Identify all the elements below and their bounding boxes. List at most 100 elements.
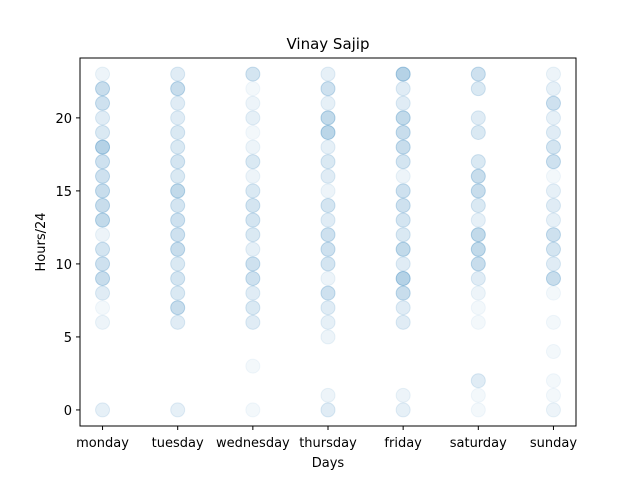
data-point-wednesday-14 [245,197,261,213]
data-point-friday-15 [395,183,411,199]
chart-title: Vinay Sajip [286,35,369,53]
y-tick-label-0: 0 [64,404,72,419]
data-point-tuesday-6 [170,314,186,330]
data-point-wednesday-10 [245,256,261,272]
data-point-friday-14 [395,197,411,213]
data-point-saturday-12 [470,227,486,243]
data-point-wednesday-8 [245,285,261,301]
data-point-wednesday-18 [245,139,261,155]
data-point-monday-10 [95,256,111,272]
data-point-wednesday-23 [245,66,261,82]
data-point-wednesday-3 [245,358,261,374]
data-point-tuesday-16 [170,168,186,184]
data-point-saturday-14 [470,197,486,213]
data-point-sunday-0 [545,402,561,418]
data-point-thursday-14 [320,197,336,213]
data-point-friday-21 [395,95,411,111]
data-point-saturday-15 [470,183,486,199]
data-point-thursday-10 [320,256,336,272]
data-point-monday-21 [95,95,111,111]
data-point-thursday-6 [320,314,336,330]
data-point-wednesday-20 [245,110,261,126]
data-point-saturday-8 [470,285,486,301]
data-point-thursday-0 [320,402,336,418]
data-point-tuesday-19 [170,124,186,140]
data-point-friday-7 [395,300,411,316]
data-point-sunday-6 [545,314,561,330]
data-point-saturday-2 [470,373,486,389]
data-point-tuesday-17 [170,154,186,170]
data-point-saturday-17 [470,154,486,170]
y-tick-label-15: 15 [55,185,72,200]
data-point-monday-14 [95,197,111,213]
data-point-saturday-7 [470,300,486,316]
data-point-wednesday-17 [245,154,261,170]
data-point-saturday-19 [470,124,486,140]
x-tick-label-saturday: saturday [450,436,507,451]
data-point-monday-8 [95,285,111,301]
data-point-sunday-8 [545,285,561,301]
data-point-sunday-10 [545,256,561,272]
data-point-sunday-11 [545,241,561,257]
data-point-tuesday-22 [170,81,186,97]
data-point-sunday-4 [545,344,561,360]
data-point-thursday-20 [320,110,336,126]
x-tick-label-friday: friday [384,436,422,451]
data-point-friday-9 [395,271,411,287]
data-point-saturday-6 [470,314,486,330]
data-point-sunday-22 [545,81,561,97]
data-point-sunday-2 [545,373,561,389]
data-point-friday-19 [395,124,411,140]
data-point-thursday-11 [320,241,336,257]
data-point-sunday-18 [545,139,561,155]
x-axis: monday tuesday wednesday thursday friday satu… [76,426,577,451]
data-point-saturday-23 [470,66,486,82]
data-point-friday-17 [395,154,411,170]
data-point-monday-19 [95,124,111,140]
data-point-tuesday-11 [170,241,186,257]
data-point-tuesday-14 [170,197,186,213]
data-point-saturday-16 [470,168,486,184]
data-point-sunday-14 [545,197,561,213]
data-point-saturday-10 [470,256,486,272]
data-point-wednesday-13 [245,212,261,228]
data-point-thursday-17 [320,154,336,170]
data-point-wednesday-21 [245,95,261,111]
data-point-thursday-19 [320,124,336,140]
data-point-wednesday-16 [245,168,261,184]
data-point-tuesday-15 [170,183,186,199]
data-point-friday-13 [395,212,411,228]
data-point-thursday-22 [320,81,336,97]
y-axis-label: Hours/24 [34,212,49,271]
data-point-monday-22 [95,81,111,97]
data-point-tuesday-21 [170,95,186,111]
data-point-saturday-13 [470,212,486,228]
data-point-sunday-12 [545,227,561,243]
data-point-saturday-9 [470,271,486,287]
data-point-wednesday-19 [245,124,261,140]
x-tick-label-monday: monday [76,436,129,451]
data-point-friday-18 [395,139,411,155]
points-layer [95,66,561,418]
data-point-saturday-20 [470,110,486,126]
data-point-monday-7 [95,300,111,316]
data-point-sunday-19 [545,124,561,140]
data-point-monday-16 [95,168,111,184]
data-point-tuesday-18 [170,139,186,155]
data-point-friday-16 [395,168,411,184]
data-point-tuesday-23 [170,66,186,82]
data-point-monday-23 [95,66,111,82]
data-point-sunday-17 [545,154,561,170]
data-point-monday-11 [95,241,111,257]
data-point-thursday-1 [320,387,336,403]
data-point-monday-17 [95,154,111,170]
data-point-wednesday-9 [245,271,261,287]
x-tick-label-thursday: thursday [299,436,357,451]
y-tick-label-20: 20 [55,112,72,127]
data-point-friday-20 [395,110,411,126]
data-point-tuesday-10 [170,256,186,272]
data-point-sunday-13 [545,212,561,228]
data-point-monday-20 [95,110,111,126]
y-tick-label-5: 5 [64,331,72,346]
